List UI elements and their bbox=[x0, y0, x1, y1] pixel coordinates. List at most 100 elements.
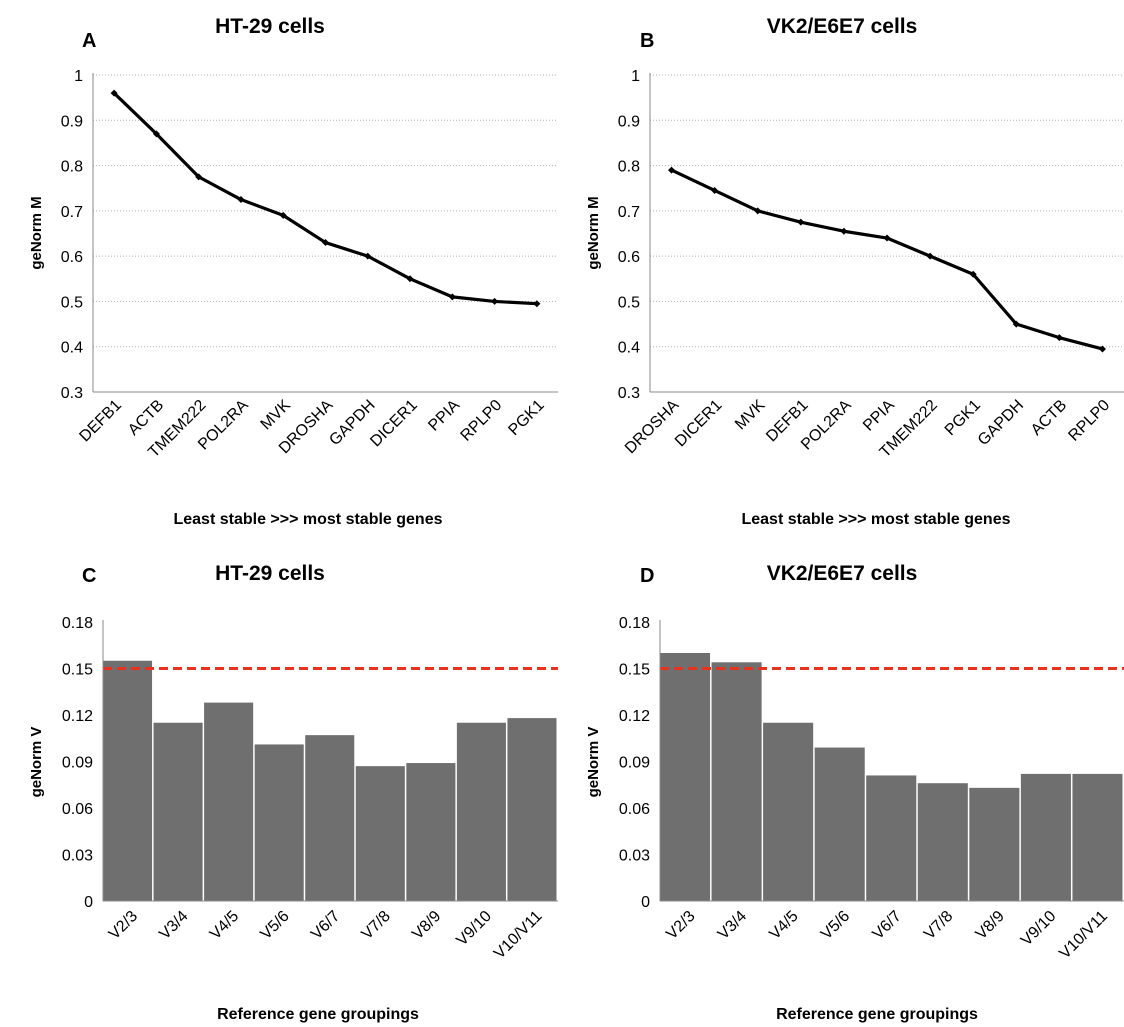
panel-c-bar bbox=[305, 735, 355, 901]
panel-a-point bbox=[279, 211, 287, 219]
panel-d-x-tick-label: V8/9 bbox=[973, 908, 1008, 943]
panel-a-x-tick-label: PPIA bbox=[425, 397, 463, 435]
panel-c-x-tick-label: V6/7 bbox=[308, 908, 343, 943]
panel-a-y-tick-label: 1 bbox=[74, 68, 83, 85]
panel-d-bar bbox=[814, 747, 865, 901]
panel-a-x-tick-label: DEFB1 bbox=[76, 397, 125, 446]
panel-c-x-tick-label: V5/6 bbox=[257, 908, 292, 943]
panel-d-y-tick-label: 0.12 bbox=[619, 708, 650, 725]
panel-a: A HT-29 cells geNorm M Least stable >>> … bbox=[28, 15, 558, 528]
panel-a-x-tick-label: RPLP0 bbox=[458, 397, 506, 445]
panel-b-y-tick-label: 0.8 bbox=[618, 159, 640, 176]
panel-c-bar bbox=[507, 718, 557, 901]
panel-b-point bbox=[1012, 320, 1020, 328]
panel-a-point bbox=[406, 275, 414, 283]
panel-d-plot-area: 0 0.03 0.06 0.09 0.12 0.15 0.18 V2/3 V3/4 V4/5 V5/… bbox=[619, 615, 1124, 962]
panel-d-bar bbox=[969, 787, 1020, 901]
panel-d-y-axis-label: geNorm V bbox=[585, 727, 602, 798]
panel-letter-a: A bbox=[82, 30, 96, 52]
panel-a-point bbox=[491, 297, 499, 305]
panel-d-bar bbox=[1020, 773, 1071, 901]
panel-b-point bbox=[1098, 345, 1106, 353]
panel-b-x-tick-label: PGK1 bbox=[942, 397, 984, 439]
panel-b-y-axis-label: geNorm M bbox=[585, 196, 602, 269]
panel-a-title: HT-29 cells bbox=[215, 15, 325, 38]
panel-b-y-tick-label: 0.6 bbox=[618, 249, 640, 266]
panel-a-point bbox=[237, 196, 245, 204]
panel-c-x-tick-label: V4/5 bbox=[207, 908, 242, 943]
panel-c-bar bbox=[204, 702, 254, 901]
panel-c-plot-area: 0 0.03 0.06 0.09 0.12 0.15 0.18 V2/3 V3/4 V4/5 V5/… bbox=[62, 615, 558, 962]
panel-b-x-tick-label: MVK bbox=[732, 397, 769, 434]
panel-a-y-tick-label: 0.3 bbox=[61, 385, 83, 402]
panel-a-point bbox=[195, 173, 203, 181]
panel-c-bar bbox=[153, 722, 203, 901]
panel-d-bar bbox=[711, 662, 762, 901]
panel-b: B VK2/E6E7 cells geNorm M Least stable >… bbox=[585, 15, 1124, 528]
panel-d-title: VK2/E6E7 cells bbox=[767, 562, 918, 585]
panel-a-y-tick-label: 0.7 bbox=[61, 204, 83, 221]
panel-d-x-tick-label: V4/5 bbox=[766, 908, 801, 943]
panel-a-point bbox=[152, 130, 160, 138]
panel-b-point bbox=[926, 252, 934, 260]
panel-a-point bbox=[533, 300, 541, 308]
panel-b-x-axis-label: Least stable >>> most stable genes bbox=[741, 511, 1010, 528]
panel-a-y-tick-label: 0.8 bbox=[61, 159, 83, 176]
panel-d-x-tick-label: V7/8 bbox=[921, 908, 956, 943]
panel-d-x-tick-label: V6/7 bbox=[870, 908, 905, 943]
panel-b-point bbox=[754, 207, 762, 215]
panel-a-y-tick-label: 0.9 bbox=[61, 113, 83, 130]
panel-c-bar bbox=[254, 744, 304, 901]
panel-a-y-tick-label: 0.4 bbox=[61, 340, 83, 357]
panel-d-x-tick-label: V9/10 bbox=[1018, 908, 1060, 950]
panel-c-x-tick-label: V10/V11 bbox=[491, 908, 546, 963]
panel-c-y-tick-label: 0.12 bbox=[62, 708, 93, 725]
panel-c-y-tick-label: 0.09 bbox=[62, 755, 93, 772]
panel-c-y-tick-label: 0.15 bbox=[62, 662, 93, 679]
panel-b-title: VK2/E6E7 cells bbox=[767, 15, 918, 38]
panel-c-bar bbox=[456, 722, 506, 901]
panel-c-y-tick-label: 0.18 bbox=[62, 615, 93, 632]
panel-a-point bbox=[364, 252, 372, 260]
panel-d-x-tick-label: V5/6 bbox=[818, 908, 853, 943]
panel-a-y-tick-label: 0.6 bbox=[61, 249, 83, 266]
panel-c-x-axis-label: Reference gene groupings bbox=[217, 1006, 419, 1023]
panel-c-x-tick-label: V9/10 bbox=[453, 908, 495, 950]
panel-c-title: HT-29 cells bbox=[215, 562, 325, 585]
panel-a-x-tick-label: DICER1 bbox=[367, 397, 421, 451]
panel-d-bar bbox=[917, 783, 968, 901]
panel-a-series-line bbox=[113, 91, 537, 306]
panel-c-bar bbox=[406, 763, 456, 901]
panel-c-x-tick-label: V2/3 bbox=[106, 908, 141, 943]
panel-b-x-tick-label: GAPDH bbox=[975, 397, 1027, 449]
panel-a-y-axis-label: geNorm M bbox=[28, 196, 45, 269]
panel-b-point bbox=[969, 270, 977, 278]
panel-c-bar bbox=[355, 766, 405, 901]
panel-b-y-tick-label: 0.7 bbox=[618, 204, 640, 221]
panel-d-y-tick-label: 0.09 bbox=[619, 755, 650, 772]
panel-b-point bbox=[840, 227, 848, 235]
panel-d-bar bbox=[866, 775, 917, 901]
panel-d-y-tick-label: 0 bbox=[641, 894, 650, 911]
panel-c-y-tick-label: 0.03 bbox=[62, 848, 93, 865]
panel-letter-b: B bbox=[640, 30, 654, 52]
panel-b-point bbox=[1055, 334, 1063, 342]
panel-d: D VK2/E6E7 cells geNorm V Reference gene… bbox=[585, 562, 1124, 1023]
panel-b-y-tick-label: 0.5 bbox=[618, 294, 640, 311]
panel-b-point bbox=[668, 166, 676, 174]
panel-d-y-tick-label: 0.03 bbox=[619, 848, 650, 865]
panel-a-point bbox=[110, 89, 118, 97]
panel-d-y-tick-label: 0.15 bbox=[619, 662, 650, 679]
panel-b-point bbox=[711, 186, 719, 194]
panel-a-point bbox=[448, 293, 456, 301]
panel-b-series-line bbox=[670, 168, 1103, 351]
panel-b-point bbox=[883, 234, 891, 242]
panel-d-x-tick-label: V3/4 bbox=[715, 908, 750, 943]
panel-b-y-tick-label: 1 bbox=[631, 68, 640, 85]
panel-c-y-axis-label: geNorm V bbox=[28, 727, 45, 798]
panel-d-bar bbox=[763, 722, 814, 901]
panel-b-x-tick-label: RPLP0 bbox=[1065, 397, 1113, 445]
